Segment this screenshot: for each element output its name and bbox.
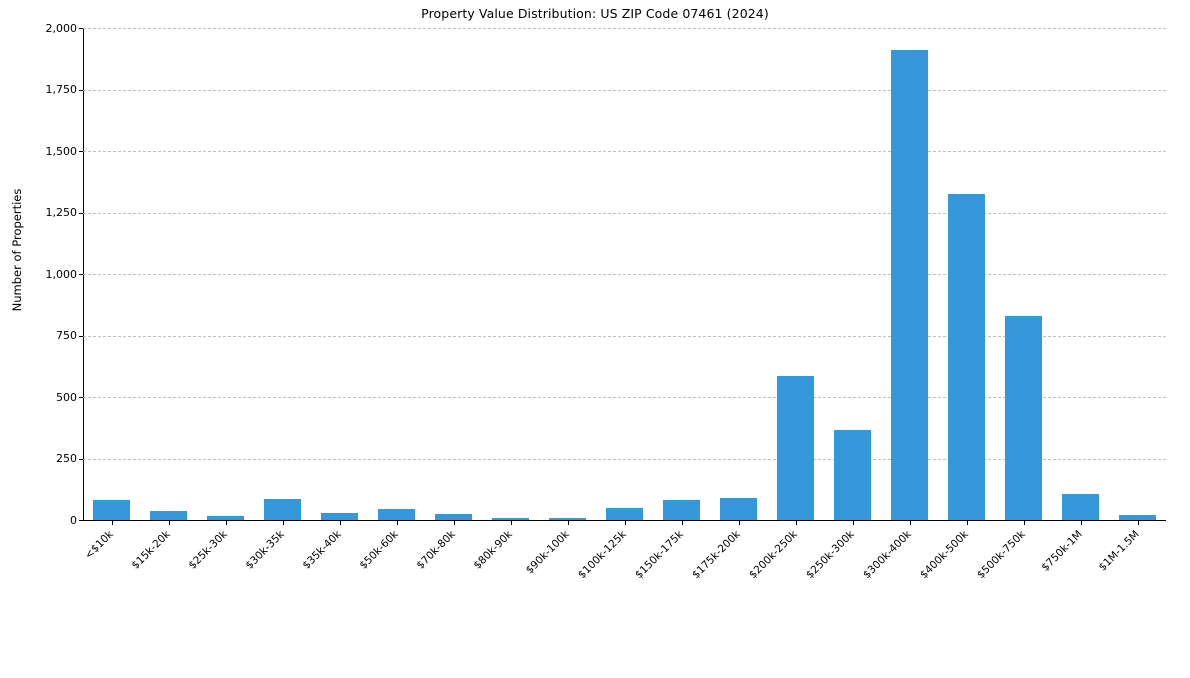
x-tick-mark — [966, 520, 968, 525]
x-tick-mark — [681, 520, 683, 525]
y-tick-mark — [79, 89, 83, 91]
y-tick-label: 1,000 — [45, 267, 78, 281]
y-tick-label: 500 — [56, 390, 77, 404]
bar[interactable] — [207, 516, 244, 520]
gridline — [83, 335, 1166, 337]
bar[interactable] — [150, 510, 187, 520]
y-tick-label: 250 — [56, 452, 77, 465]
x-tick-mark — [1137, 520, 1139, 525]
y-tick-mark — [79, 212, 83, 214]
x-tick-mark — [396, 520, 398, 525]
y-tick-label: 0 — [70, 513, 77, 527]
x-tick-mark — [282, 520, 284, 525]
bar[interactable] — [834, 430, 871, 520]
y-tick-label: 1,500 — [45, 144, 78, 158]
gridline — [83, 397, 1166, 398]
y-tick-mark — [79, 520, 83, 521]
gridline — [83, 274, 1166, 275]
bar[interactable] — [93, 499, 130, 520]
bar[interactable] — [435, 513, 472, 520]
y-tick-mark — [79, 458, 83, 460]
x-tick-mark — [1080, 520, 1082, 525]
y-tick-label: 2,000 — [45, 21, 78, 35]
gridline — [83, 151, 1166, 152]
gridline — [83, 458, 1166, 460]
gridline — [83, 89, 1166, 91]
bar[interactable] — [720, 497, 757, 520]
x-tick-mark — [624, 520, 626, 525]
chart-title: Property Value Distribution: US ZIP Code… — [421, 6, 769, 21]
bar[interactable] — [1119, 515, 1156, 520]
x-tick-mark — [339, 520, 341, 525]
x-tick-mark — [909, 520, 911, 525]
x-tick-mark — [168, 520, 170, 525]
y-tick-label: 750 — [56, 329, 77, 342]
bar[interactable] — [264, 499, 301, 520]
x-tick-mark — [852, 520, 854, 525]
bar[interactable] — [606, 507, 643, 520]
y-axis-label: Number of Properties — [10, 188, 24, 312]
x-tick-mark — [738, 520, 740, 525]
bar[interactable] — [1062, 493, 1099, 520]
gridline — [83, 212, 1166, 214]
gridline — [83, 28, 1166, 29]
bar[interactable] — [948, 194, 985, 520]
y-tick-mark — [79, 151, 83, 152]
y-tick-mark — [79, 397, 83, 398]
y-tick-mark — [79, 28, 83, 29]
x-tick-mark — [795, 520, 797, 525]
y-tick-mark — [79, 335, 83, 337]
bar[interactable] — [663, 499, 700, 520]
y-tick-label: 1,750 — [45, 83, 78, 96]
chart-figure: Property Value Distribution: US ZIP Code… — [10, 6, 1166, 581]
bar[interactable] — [321, 513, 358, 520]
bar[interactable] — [549, 518, 586, 520]
y-tick-mark — [79, 274, 83, 275]
bar[interactable] — [777, 376, 814, 520]
bar[interactable] — [492, 518, 529, 520]
x-tick-mark — [453, 520, 455, 525]
x-tick-mark — [510, 520, 512, 525]
bar[interactable] — [891, 50, 928, 520]
x-tick-mark — [111, 520, 113, 525]
plot-area — [83, 28, 1166, 520]
y-tick-label: 1,250 — [45, 206, 78, 219]
x-tick-mark — [567, 520, 569, 525]
x-tick-mark — [1023, 520, 1025, 525]
bar[interactable] — [1005, 316, 1042, 520]
x-tick-mark — [225, 520, 227, 525]
bar[interactable] — [378, 508, 415, 520]
